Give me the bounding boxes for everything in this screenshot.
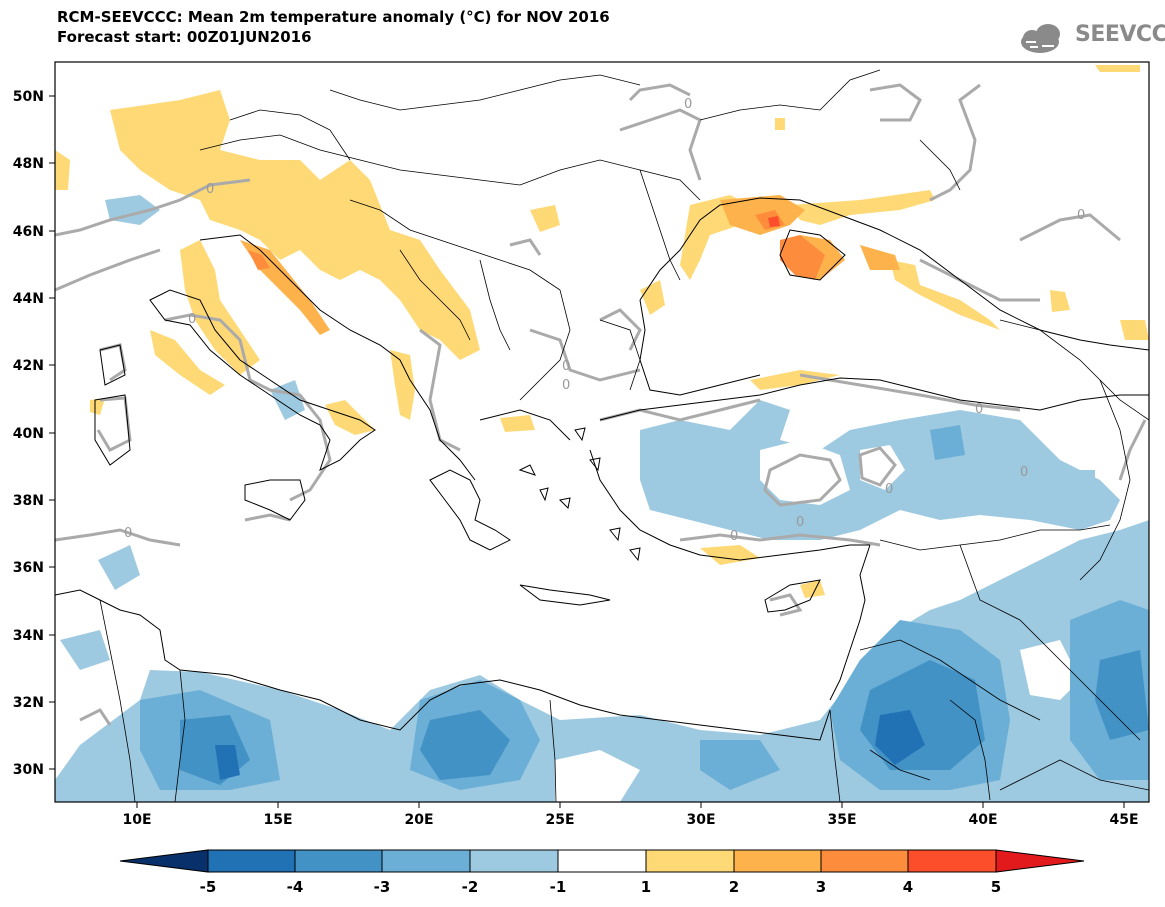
lat-tick: 44N <box>13 291 44 307</box>
warm-anomaly-light <box>55 65 1149 598</box>
svg-text:0: 0 <box>1077 208 1085 223</box>
colorbar-bin <box>645 849 735 873</box>
svg-text:0: 0 <box>684 97 692 112</box>
colorbar-label: 2 <box>729 878 739 896</box>
coastlines <box>55 197 1149 741</box>
colorbar-bin <box>733 849 822 873</box>
svg-text:0: 0 <box>975 402 983 417</box>
colorbar-label: 5 <box>991 878 1001 896</box>
map-frame <box>54 61 1150 803</box>
lat-tick: 48N <box>13 156 44 172</box>
colorbar-right-arrow <box>995 849 1085 873</box>
country-borders <box>99 69 1149 802</box>
lon-tick: 15E <box>263 812 292 828</box>
lon-tick: 45E <box>1109 812 1138 828</box>
axis-ticks <box>49 95 1125 808</box>
svg-text:0: 0 <box>188 312 196 327</box>
colorbar-label: 4 <box>903 878 913 896</box>
colorbar-bin <box>557 849 647 873</box>
lat-tick: 46N <box>13 224 44 240</box>
colorbar <box>119 849 1085 873</box>
colorbar-bin <box>207 849 296 873</box>
lat-tick: 36N <box>13 560 44 576</box>
cloud-logo-icon <box>1021 24 1060 53</box>
lat-tick: 42N <box>13 358 44 374</box>
latitude-tick-labels: 50N 48N 46N 44N 42N 40N 38N 36N 34N 32N … <box>13 89 44 778</box>
colorbar-bin <box>294 849 383 873</box>
lat-tick: 38N <box>13 493 44 509</box>
svg-text:0: 0 <box>1020 465 1028 480</box>
cold-anomaly-very-strong <box>215 710 925 780</box>
contour-labels: 0 0 0 0 0 0 0 0 0 0 0 0 <box>124 97 1085 544</box>
lat-tick: 40N <box>13 426 44 442</box>
cold-anomaly-strong <box>180 650 1149 785</box>
colorbar-label: -2 <box>462 878 479 896</box>
svg-text:0: 0 <box>562 378 570 393</box>
forecast-start-label: Forecast start: 00Z01JUN2016 <box>57 28 312 46</box>
longitude-tick-labels: 10E 15E 20E 25E 30E 35E 40E 45E <box>122 812 1138 828</box>
colorbar-bin <box>381 849 471 873</box>
lon-tick: 20E <box>404 812 433 828</box>
lon-tick: 35E <box>827 812 856 828</box>
colorbar-bin <box>469 849 559 873</box>
zero-contours <box>55 83 1147 726</box>
seevccc-logo-text: SEEVCCC <box>1075 22 1165 47</box>
lon-tick: 30E <box>686 812 715 828</box>
colorbar-labels: -5 -4 -3 -2 -1 1 2 3 4 5 <box>200 878 1002 896</box>
svg-text:0: 0 <box>796 515 804 530</box>
lon-tick: 25E <box>545 812 574 828</box>
lat-tick: 34N <box>13 628 44 644</box>
map-content: 0 0 0 0 0 0 0 0 0 0 0 0 <box>55 62 1149 802</box>
colorbar-label: -5 <box>200 878 217 896</box>
colorbar-bin <box>907 849 997 873</box>
colorbar-label: 1 <box>641 878 651 896</box>
svg-text:0: 0 <box>124 526 132 541</box>
svg-text:0: 0 <box>885 482 893 497</box>
map-title: RCM-SEEVCCC: Mean 2m temperature anomaly… <box>57 8 610 26</box>
lat-tick: 50N <box>13 89 44 105</box>
colorbar-label: 3 <box>816 878 826 896</box>
lon-tick: 10E <box>122 812 151 828</box>
lat-tick: 30N <box>13 762 44 778</box>
colorbar-label: -1 <box>550 878 567 896</box>
colorbar-bin <box>820 849 909 873</box>
colorbar-label: -3 <box>374 878 391 896</box>
colorbar-left-arrow <box>119 849 209 873</box>
svg-text:0: 0 <box>206 182 214 197</box>
svg-text:0: 0 <box>730 529 738 544</box>
lat-tick: 32N <box>13 695 44 711</box>
colorbar-label: -4 <box>287 878 304 896</box>
lon-tick: 40E <box>968 812 997 828</box>
svg-text:0: 0 <box>562 359 570 374</box>
